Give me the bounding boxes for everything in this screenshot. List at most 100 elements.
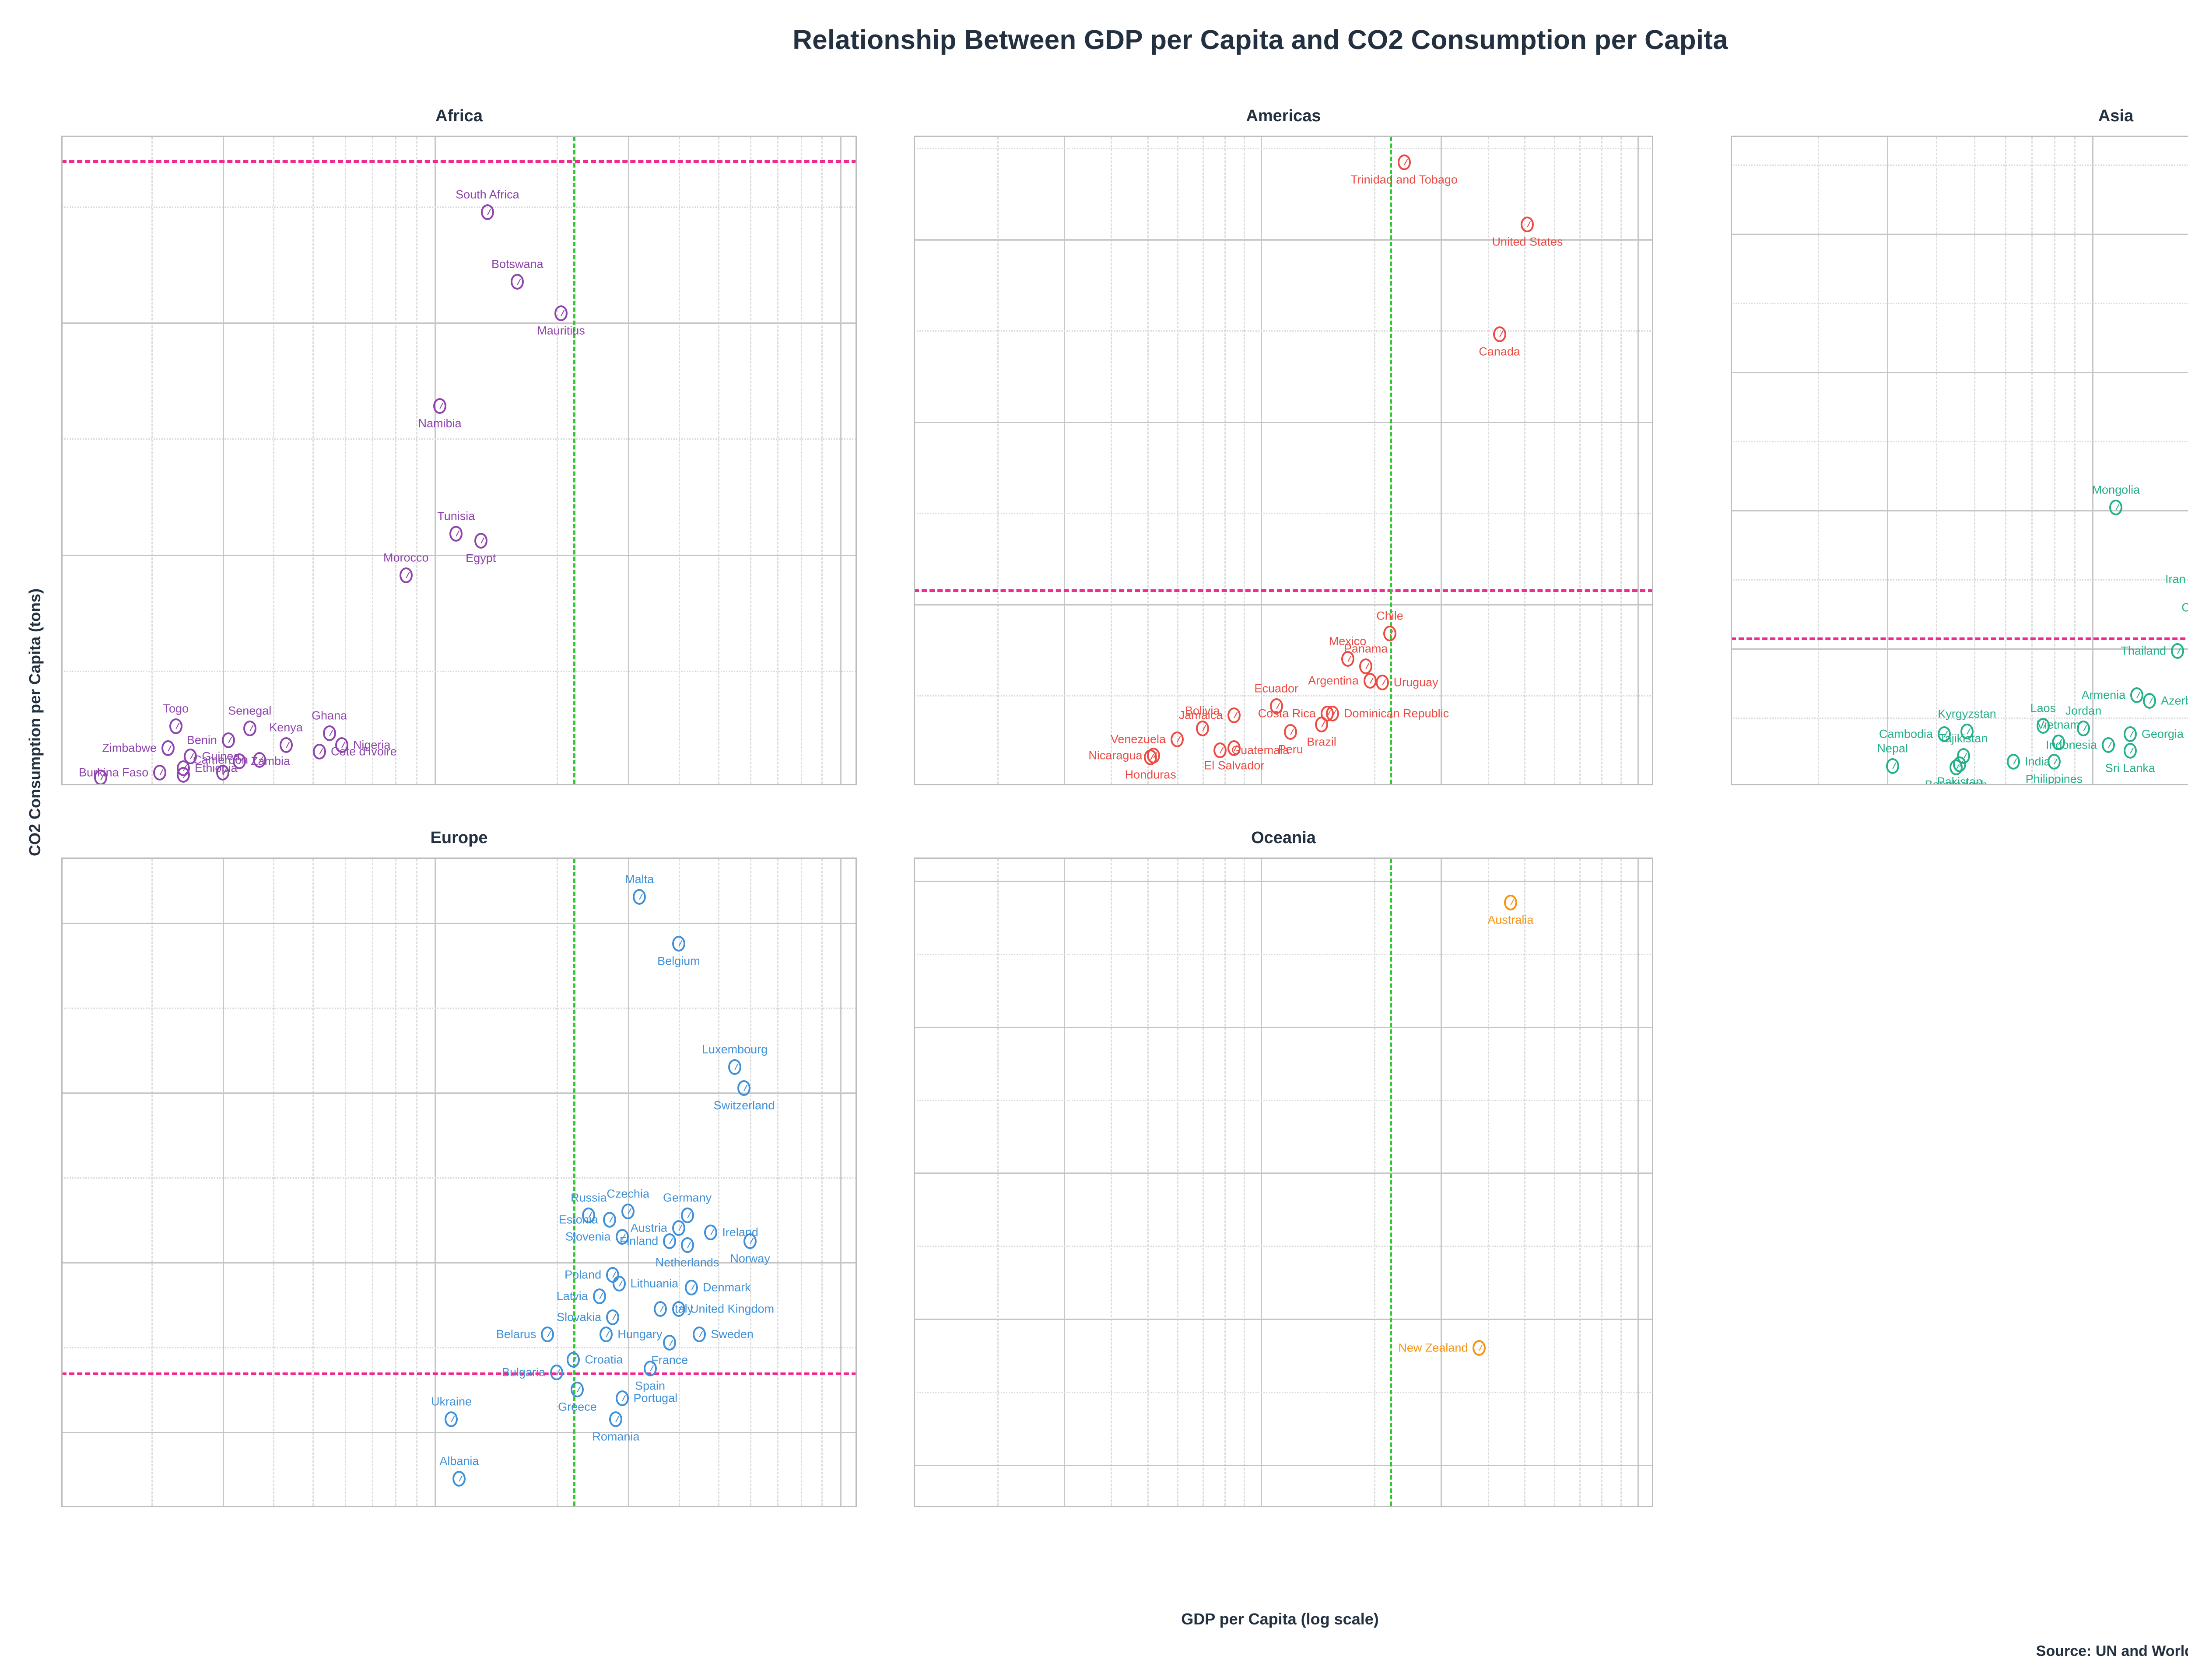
data-point[interactable] (603, 1212, 616, 1228)
data-point[interactable] (153, 765, 167, 781)
data-point[interactable] (1171, 731, 1184, 747)
panel-oceania: Oceania 681012143,00010,00030,000100,000A… (914, 829, 1653, 1507)
data-point[interactable] (445, 1411, 458, 1428)
data-point[interactable] (2051, 734, 2065, 750)
data-point[interactable] (233, 753, 246, 769)
data-point[interactable] (612, 1275, 626, 1292)
plot-area-africa: 024South AfricaBotswanaMauritiusNamibiaT… (61, 136, 857, 785)
data-point[interactable] (1375, 675, 1389, 691)
data-point[interactable] (221, 732, 235, 748)
data-point[interactable] (680, 1208, 694, 1224)
data-point[interactable] (1196, 720, 1209, 736)
data-point[interactable] (600, 1326, 613, 1343)
data-point[interactable] (633, 889, 646, 905)
data-point[interactable] (2130, 687, 2144, 704)
data-point[interactable] (1504, 895, 1517, 911)
data-point[interactable] (621, 1203, 635, 1219)
data-point[interactable] (2076, 721, 2090, 737)
data-point[interactable] (1227, 707, 1241, 724)
data-point[interactable] (279, 737, 293, 753)
data-point[interactable] (2006, 754, 2020, 770)
data-point[interactable] (176, 767, 190, 783)
data-point[interactable] (216, 765, 229, 781)
data-point[interactable] (653, 1301, 667, 1317)
data-point[interactable] (1284, 724, 1297, 740)
data-point[interactable] (643, 1360, 657, 1376)
data-point[interactable] (672, 936, 685, 952)
data-point[interactable] (554, 305, 568, 322)
data-point[interactable] (2102, 737, 2115, 753)
data-point[interactable] (550, 1365, 564, 1381)
data-point[interactable] (663, 1233, 677, 1249)
data-point[interactable] (1341, 651, 1354, 667)
data-point[interactable] (2123, 742, 2137, 759)
data-point[interactable] (243, 721, 256, 737)
plot-frame-left (61, 859, 63, 1506)
data-point[interactable] (253, 752, 266, 768)
data-point[interactable] (593, 1288, 606, 1304)
x-gridline-major (435, 137, 436, 784)
data-point[interactable] (582, 1208, 596, 1224)
data-point[interactable] (335, 737, 348, 753)
data-point[interactable] (2109, 499, 2123, 515)
data-point[interactable] (1383, 625, 1396, 641)
data-point[interactable] (169, 718, 182, 735)
data-point[interactable] (1473, 1340, 1486, 1356)
data-point[interactable] (313, 744, 326, 760)
data-point[interactable] (1960, 723, 1974, 739)
data-point[interactable] (1363, 673, 1377, 689)
data-point[interactable] (1326, 706, 1339, 722)
data-point[interactable] (615, 1390, 629, 1406)
data-point[interactable] (323, 725, 336, 742)
data-point[interactable] (1397, 154, 1411, 171)
data-point[interactable] (1269, 698, 1283, 714)
data-point[interactable] (1315, 717, 1329, 733)
data-point[interactable] (2142, 693, 2156, 709)
data-point[interactable] (399, 567, 413, 584)
data-point[interactable] (474, 532, 487, 549)
data-point[interactable] (685, 1280, 698, 1296)
data-point[interactable] (743, 1233, 757, 1249)
data-point[interactable] (1938, 726, 1951, 742)
data-point[interactable] (693, 1326, 706, 1343)
data-point[interactable] (94, 769, 107, 784)
data-point[interactable] (571, 1382, 584, 1398)
data-point[interactable] (2123, 726, 2137, 742)
x-gridline-minor (344, 137, 346, 784)
data-point[interactable] (161, 740, 175, 756)
data-point[interactable] (672, 1220, 685, 1236)
data-point[interactable] (1227, 740, 1241, 756)
data-point[interactable] (672, 1301, 685, 1317)
x-gridline-minor (997, 137, 999, 784)
data-point[interactable] (728, 1059, 742, 1075)
x-gridline-minor (395, 137, 397, 784)
data-point[interactable] (2170, 643, 2184, 659)
data-point[interactable] (184, 749, 197, 765)
data-point-label: Vietnam (2037, 718, 2080, 732)
data-point[interactable] (1949, 759, 1963, 775)
data-point[interactable] (2036, 718, 2050, 734)
data-point[interactable] (1886, 758, 1899, 774)
data-point[interactable] (663, 1335, 677, 1351)
y-gridline-minor (61, 206, 857, 208)
data-point[interactable] (1359, 658, 1373, 674)
data-point[interactable] (452, 1471, 466, 1487)
data-point[interactable] (606, 1309, 620, 1326)
data-point[interactable] (704, 1225, 718, 1241)
data-point[interactable] (1144, 749, 1157, 766)
panel-title-americas: Americas (1246, 107, 1321, 125)
data-point[interactable] (609, 1411, 623, 1428)
data-point[interactable] (449, 525, 463, 542)
data-point[interactable] (737, 1080, 751, 1096)
data-point[interactable] (615, 1228, 629, 1245)
data-point[interactable] (567, 1352, 580, 1368)
data-point[interactable] (1521, 217, 1534, 233)
data-point[interactable] (541, 1326, 554, 1343)
data-point[interactable] (480, 204, 494, 220)
data-point[interactable] (680, 1237, 694, 1253)
data-point[interactable] (1213, 742, 1227, 758)
data-point[interactable] (433, 398, 447, 414)
data-point[interactable] (511, 274, 524, 290)
data-point[interactable] (2048, 754, 2061, 770)
data-point[interactable] (1493, 326, 1506, 342)
